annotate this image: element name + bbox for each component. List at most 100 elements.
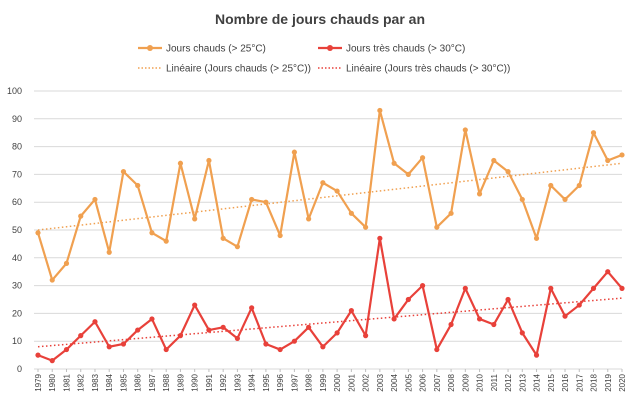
- data-point-s0-2007: [434, 224, 440, 230]
- data-point-s1-1992: [220, 324, 226, 330]
- y-tick-label-90: 90: [12, 114, 22, 124]
- x-tick-label-2018: 2018: [590, 373, 599, 391]
- data-point-s1-1979: [35, 352, 41, 358]
- x-tick-label-1988: 1988: [162, 373, 171, 391]
- data-point-s1-1986: [135, 327, 141, 333]
- data-point-s1-2005: [405, 296, 411, 303]
- data-point-s0-1997: [291, 149, 297, 155]
- data-point-s1-1982: [78, 333, 84, 339]
- x-tick-label-2008: 2008: [447, 373, 456, 391]
- data-point-s1-2012: [505, 296, 511, 303]
- legend-label-very-hot-days: Jours très chauds (> 30°C): [346, 44, 465, 55]
- x-tick-label-1984: 1984: [105, 373, 114, 391]
- data-point-s0-1979: [35, 230, 41, 236]
- data-point-s0-2002: [363, 224, 369, 230]
- x-tick-label-2003: 2003: [376, 373, 385, 391]
- x-tick-label-1998: 1998: [305, 373, 314, 391]
- legend-item-hot-days: Jours chauds (> 25°C): [138, 44, 266, 55]
- x-tick-label-1996: 1996: [276, 373, 285, 391]
- x-tick-label-2011: 2011: [490, 373, 499, 391]
- y-tick-label-60: 60: [12, 197, 22, 207]
- x-tick-label-2005: 2005: [404, 373, 413, 391]
- data-point-s0-1981: [63, 260, 70, 266]
- x-tick-label-1999: 1999: [319, 373, 328, 391]
- data-point-s0-1980: [49, 277, 55, 283]
- legend-item-very-hot-days: Jours très chauds (> 30°C): [318, 44, 465, 55]
- data-point-s0-1989: [177, 160, 184, 166]
- data-point-s1-2017: [576, 302, 582, 308]
- data-point-s1-1988: [163, 346, 169, 353]
- data-point-s1-2013: [519, 330, 525, 336]
- chart-title: Nombre de jours chauds par an: [215, 11, 425, 27]
- data-point-s0-1988: [163, 238, 169, 244]
- data-point-s0-2020: [619, 152, 625, 158]
- x-tick-label-2006: 2006: [419, 373, 428, 391]
- legend: Jours chauds (> 25°C) Jours très chauds …: [138, 44, 510, 75]
- x-tick-label-2012: 2012: [504, 373, 513, 391]
- data-point-s1-1989: [177, 333, 184, 339]
- data-point-s1-1981: [63, 346, 70, 353]
- x-tick-label-1990: 1990: [191, 373, 200, 391]
- series-line-1: [37, 237, 623, 362]
- x-tick-label-1989: 1989: [176, 373, 185, 391]
- x-tick-label-2016: 2016: [561, 373, 570, 391]
- data-point-s0-1994: [249, 196, 255, 203]
- data-point-s1-2002: [363, 333, 369, 339]
- data-point-s0-1983: [92, 196, 98, 203]
- data-point-s0-1987: [149, 230, 155, 236]
- x-tick-label-2002: 2002: [362, 373, 371, 391]
- x-tick-label-1993: 1993: [233, 373, 242, 391]
- data-point-s0-2018: [590, 130, 597, 136]
- data-point-s0-1995: [263, 199, 269, 205]
- data-point-s1-2018: [590, 285, 597, 291]
- data-point-s0-2005: [405, 171, 411, 177]
- data-point-s0-2006: [419, 155, 426, 161]
- x-tick-label-1979: 1979: [34, 373, 43, 391]
- legend-label-trend-very-hot-days: Linéaire (Jours très chauds (> 30°C)): [346, 64, 510, 75]
- y-axis: 0 10 20 30 40 50 60 70 80 90 100: [7, 86, 22, 374]
- data-point-s0-1996: [277, 232, 283, 239]
- data-point-s0-2013: [519, 196, 525, 203]
- series: [35, 107, 625, 364]
- data-point-s0-2016: [562, 196, 568, 203]
- series-line-0: [36, 109, 623, 282]
- data-point-s0-2011: [491, 157, 497, 164]
- data-point-s0-2001: [348, 210, 354, 216]
- y-tick-label-30: 30: [12, 281, 22, 291]
- x-tick-label-1991: 1991: [205, 373, 214, 391]
- data-point-s1-1997: [291, 338, 297, 344]
- data-point-s0-1993: [234, 244, 241, 250]
- data-point-s0-1985: [120, 169, 127, 175]
- y-tick-label-70: 70: [12, 169, 22, 179]
- legend-label-trend-hot-days: Linéaire (Jours chauds (> 25°C)): [166, 64, 311, 75]
- y-tick-label-50: 50: [12, 225, 22, 235]
- x-tick-label-1995: 1995: [262, 373, 271, 391]
- x-tick-label-1982: 1982: [77, 373, 86, 391]
- data-point-s1-1984: [106, 344, 112, 350]
- data-point-s1-1998: [306, 324, 312, 330]
- x-tick-label-2000: 2000: [333, 373, 342, 391]
- data-point-s1-2014: [533, 352, 540, 358]
- data-point-s0-2000: [334, 188, 340, 194]
- data-point-s0-1999: [320, 180, 326, 186]
- data-point-s1-1990: [192, 302, 198, 308]
- x-tick-label-2007: 2007: [433, 373, 442, 391]
- data-point-s1-1980: [49, 358, 55, 364]
- x-tick-label-2004: 2004: [390, 373, 399, 391]
- x-axis: 1979 1980 1981 1982 1983 1984 1985 1986 1987 1988…: [34, 369, 627, 392]
- data-point-s0-2008: [448, 210, 454, 216]
- x-tick-label-1981: 1981: [62, 373, 71, 391]
- data-point-s0-1986: [135, 182, 141, 189]
- x-tick-label-1997: 1997: [290, 373, 299, 391]
- trendlines: [37, 162, 623, 348]
- x-tick-label-2020: 2020: [618, 373, 627, 391]
- legend-item-trend-very-hot-days: Linéaire (Jours très chauds (> 30°C)): [318, 64, 510, 75]
- data-point-s1-1985: [120, 341, 127, 347]
- data-point-s0-1990: [192, 216, 198, 222]
- x-tick-label-1980: 1980: [48, 373, 57, 391]
- x-tick-label-2001: 2001: [347, 373, 356, 391]
- data-point-s1-2008: [448, 321, 454, 328]
- x-tick-label-1994: 1994: [248, 373, 257, 391]
